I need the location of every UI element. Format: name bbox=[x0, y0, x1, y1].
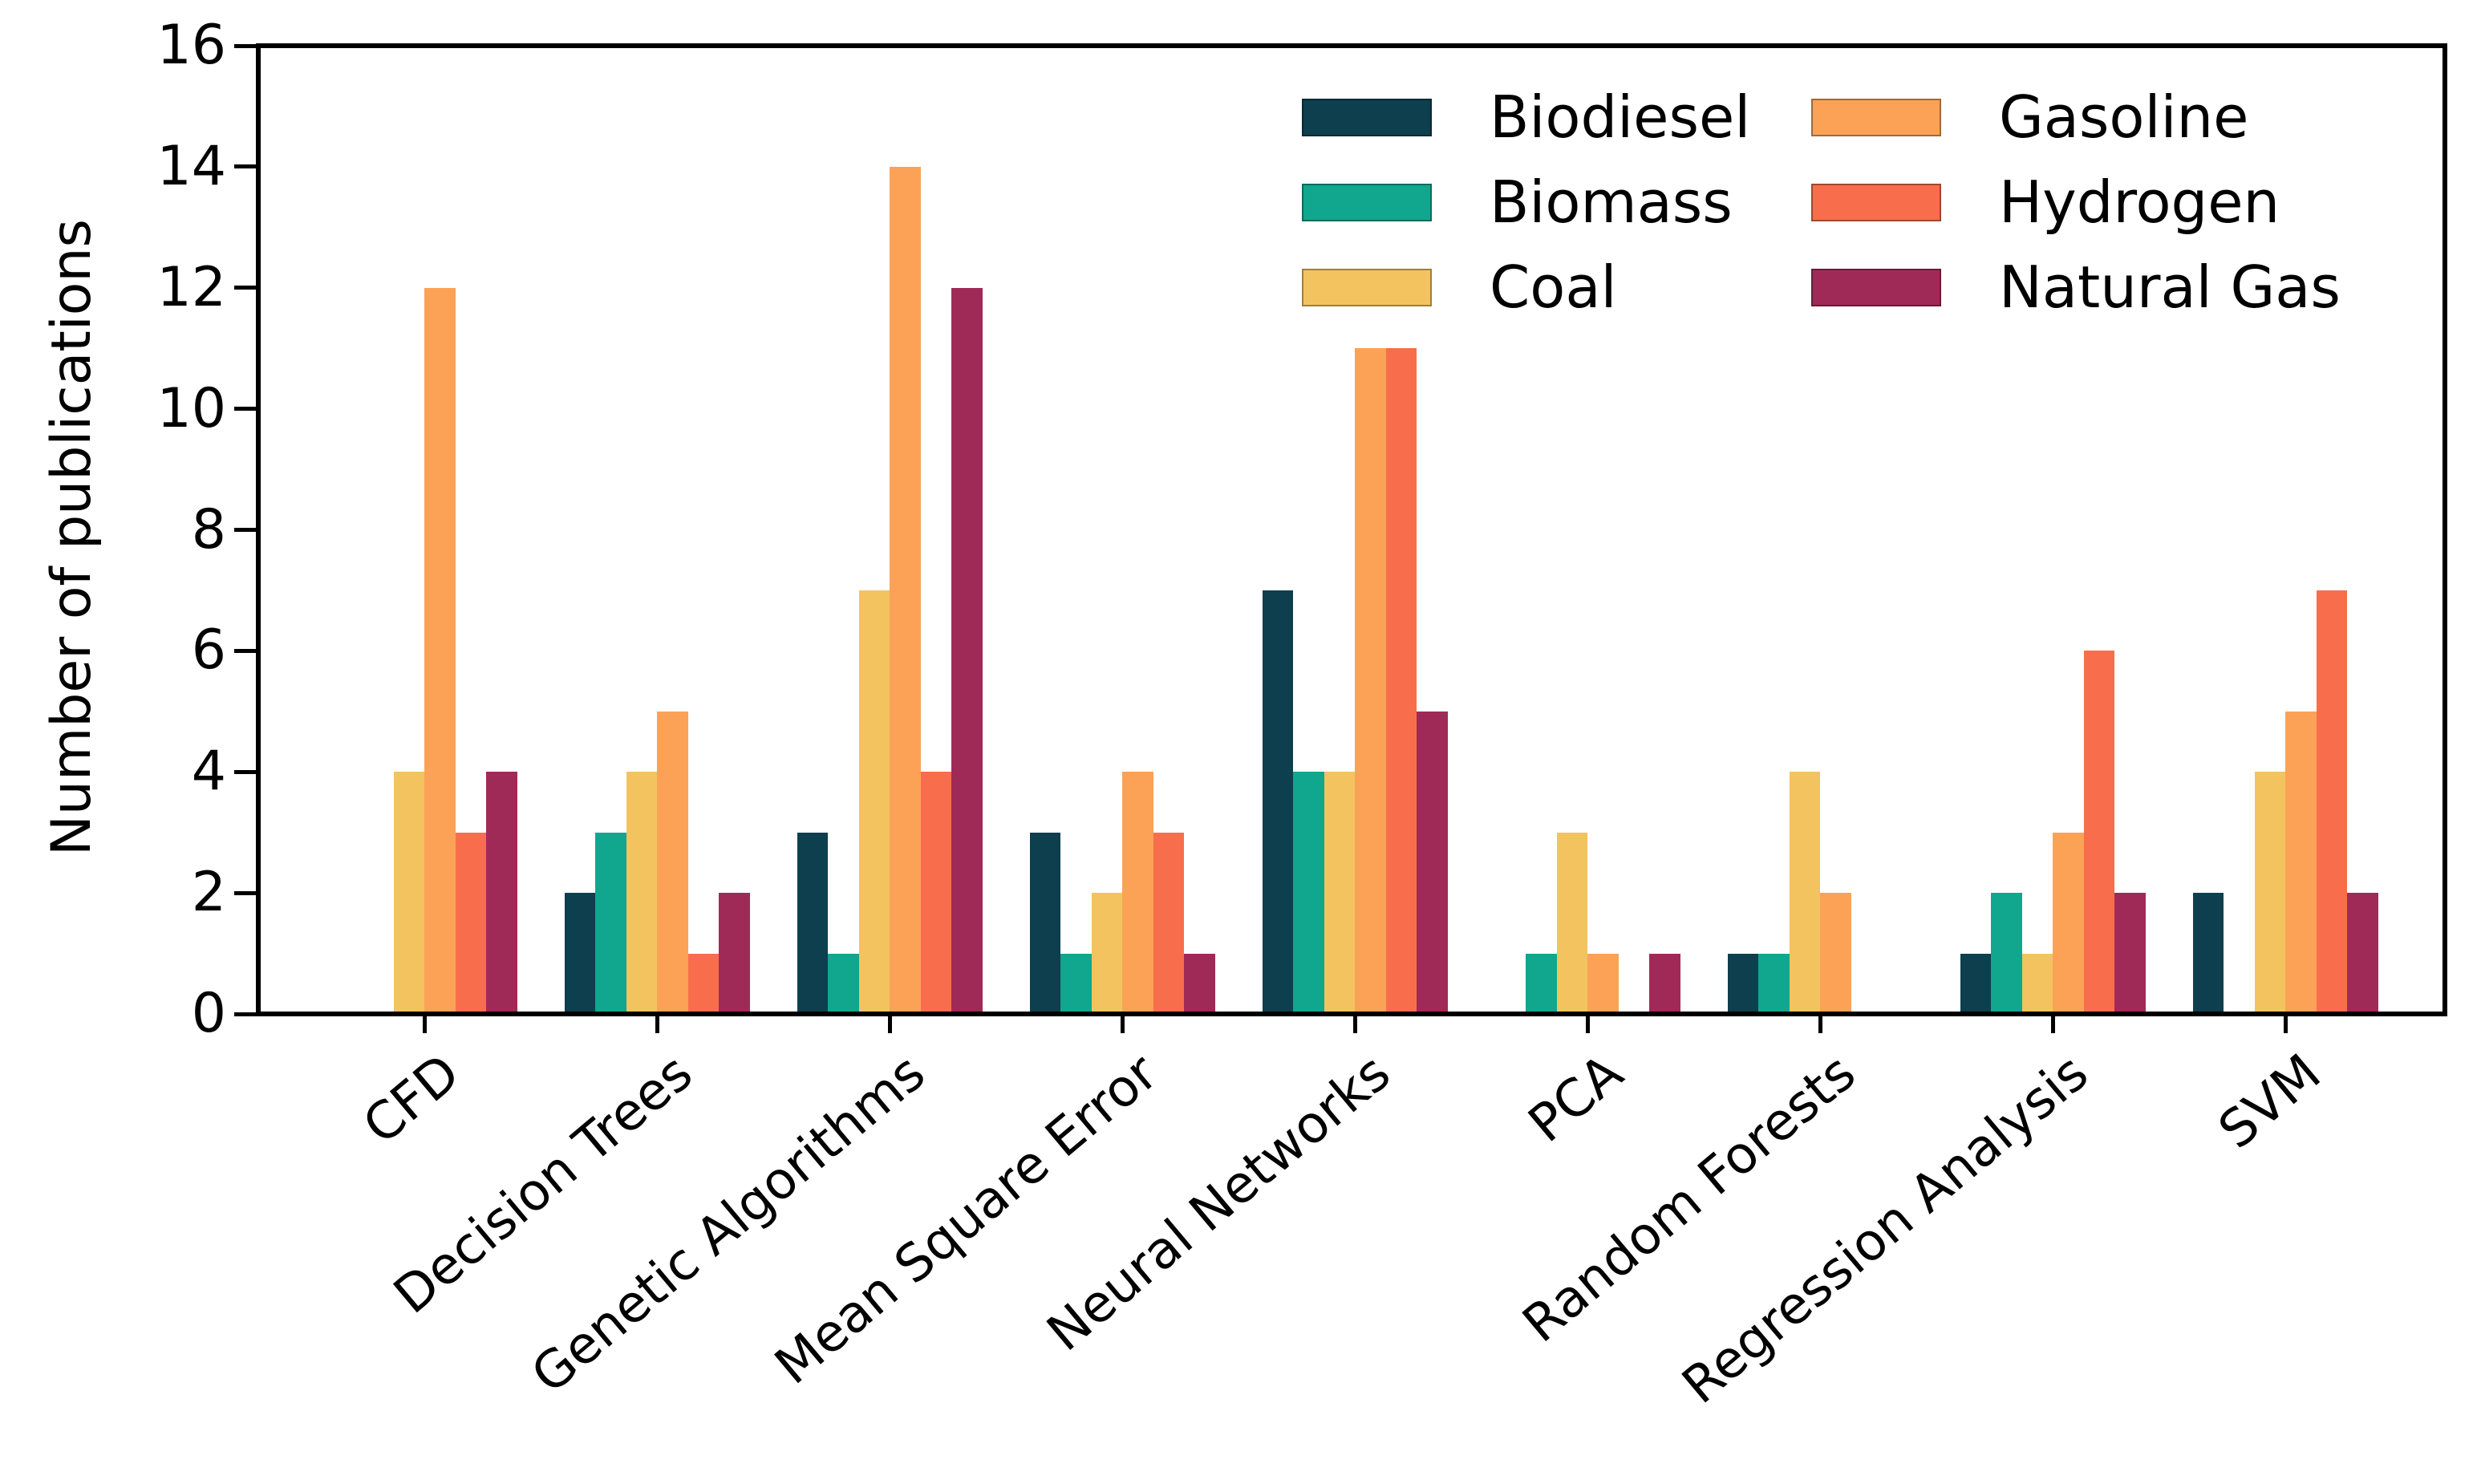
x-tick-mark bbox=[1585, 1014, 1590, 1033]
y-tick-label: 14 bbox=[156, 134, 226, 198]
y-tick-label: 2 bbox=[191, 861, 226, 925]
bar bbox=[1727, 953, 1758, 1014]
x-tick-mark bbox=[1352, 1014, 1357, 1033]
bar bbox=[1758, 953, 1790, 1014]
bar bbox=[1355, 348, 1386, 1014]
axis-spine-top bbox=[256, 43, 2447, 48]
bar bbox=[1649, 953, 1680, 1014]
axis-spine-right bbox=[2442, 43, 2447, 1016]
y-tick-mark bbox=[234, 407, 258, 412]
bar bbox=[1091, 893, 1122, 1014]
axis-spine-left bbox=[256, 43, 261, 1016]
y-tick-mark bbox=[234, 890, 258, 895]
bar bbox=[2053, 832, 2084, 1014]
bar bbox=[1029, 832, 1060, 1014]
legend-swatch-coal bbox=[1302, 269, 1432, 306]
y-tick-mark bbox=[234, 769, 258, 774]
y-tick-mark bbox=[234, 43, 258, 48]
y-tick-label: 0 bbox=[191, 982, 226, 1045]
bar bbox=[1556, 832, 1587, 1014]
y-tick-mark bbox=[234, 286, 258, 290]
x-tick-mark bbox=[655, 1014, 659, 1033]
bar bbox=[858, 590, 890, 1014]
bar bbox=[2347, 893, 2378, 1014]
bar bbox=[1960, 953, 1991, 1014]
legend-label: Gasoline bbox=[1999, 83, 2249, 151]
bar bbox=[657, 711, 688, 1014]
legend-swatch-natural-gas bbox=[1811, 269, 1941, 306]
bar bbox=[1820, 893, 1851, 1014]
x-tick-mark bbox=[1818, 1014, 1822, 1033]
bar bbox=[1324, 772, 1355, 1014]
bar bbox=[1385, 348, 1417, 1014]
legend-label: Coal bbox=[1490, 253, 1617, 321]
bar bbox=[2285, 711, 2317, 1014]
bar bbox=[719, 893, 750, 1014]
bar bbox=[1293, 772, 1324, 1014]
plot-area bbox=[258, 46, 2445, 1014]
y-tick-mark bbox=[234, 648, 258, 653]
bar bbox=[2114, 893, 2146, 1014]
y-tick-label: 10 bbox=[156, 376, 226, 440]
y-tick-label: 8 bbox=[191, 497, 226, 562]
y-tick-mark bbox=[234, 164, 258, 169]
x-tick-mark bbox=[422, 1014, 427, 1033]
axis-spine-bottom bbox=[256, 1012, 2447, 1016]
legend-swatch-biodiesel bbox=[1302, 99, 1432, 136]
bar bbox=[920, 772, 951, 1014]
bar bbox=[1184, 953, 1215, 1014]
bar bbox=[890, 166, 921, 1014]
bar bbox=[2316, 590, 2347, 1014]
legend-swatch-hydrogen bbox=[1811, 184, 1941, 221]
bar bbox=[1789, 772, 1820, 1014]
y-tick-label: 16 bbox=[156, 14, 226, 77]
legend-label: Biodiesel bbox=[1490, 83, 1751, 151]
x-tick-mark bbox=[887, 1014, 892, 1033]
y-tick-label: 6 bbox=[191, 618, 226, 683]
bar bbox=[1262, 590, 1293, 1014]
legend-label: Hydrogen bbox=[1999, 168, 2280, 236]
bar bbox=[595, 832, 626, 1014]
bar bbox=[951, 287, 983, 1014]
legend-swatch-gasoline bbox=[1811, 99, 1941, 136]
bar bbox=[1153, 832, 1184, 1014]
bar bbox=[2192, 893, 2224, 1014]
bar bbox=[1526, 953, 1557, 1014]
bar bbox=[455, 832, 486, 1014]
bar bbox=[1587, 953, 1619, 1014]
bar bbox=[828, 953, 859, 1014]
y-axis-title: Number of publications bbox=[40, 219, 103, 856]
bar bbox=[2083, 651, 2114, 1014]
y-tick-mark bbox=[234, 1012, 258, 1016]
bar bbox=[687, 953, 719, 1014]
legend-swatch-biomass bbox=[1302, 184, 1432, 221]
bar bbox=[564, 893, 595, 1014]
bar bbox=[1417, 711, 1448, 1014]
y-tick-mark bbox=[234, 528, 258, 532]
x-tick-mark bbox=[2050, 1014, 2055, 1033]
x-tick-mark bbox=[1120, 1014, 1125, 1033]
bar bbox=[393, 772, 424, 1014]
bar bbox=[1060, 953, 1092, 1014]
legend-label: Natural Gas bbox=[1999, 253, 2341, 321]
bar bbox=[2254, 772, 2285, 1014]
y-tick-label: 12 bbox=[156, 255, 226, 319]
bar bbox=[1122, 772, 1153, 1014]
bar bbox=[486, 772, 517, 1014]
bar bbox=[797, 832, 828, 1014]
x-tick-mark bbox=[2283, 1014, 2288, 1033]
bar bbox=[424, 287, 456, 1014]
bar bbox=[626, 772, 657, 1014]
legend-label: Biomass bbox=[1490, 168, 1733, 236]
bar bbox=[2021, 953, 2053, 1014]
y-tick-label: 4 bbox=[191, 740, 226, 804]
bar bbox=[1991, 893, 2022, 1014]
